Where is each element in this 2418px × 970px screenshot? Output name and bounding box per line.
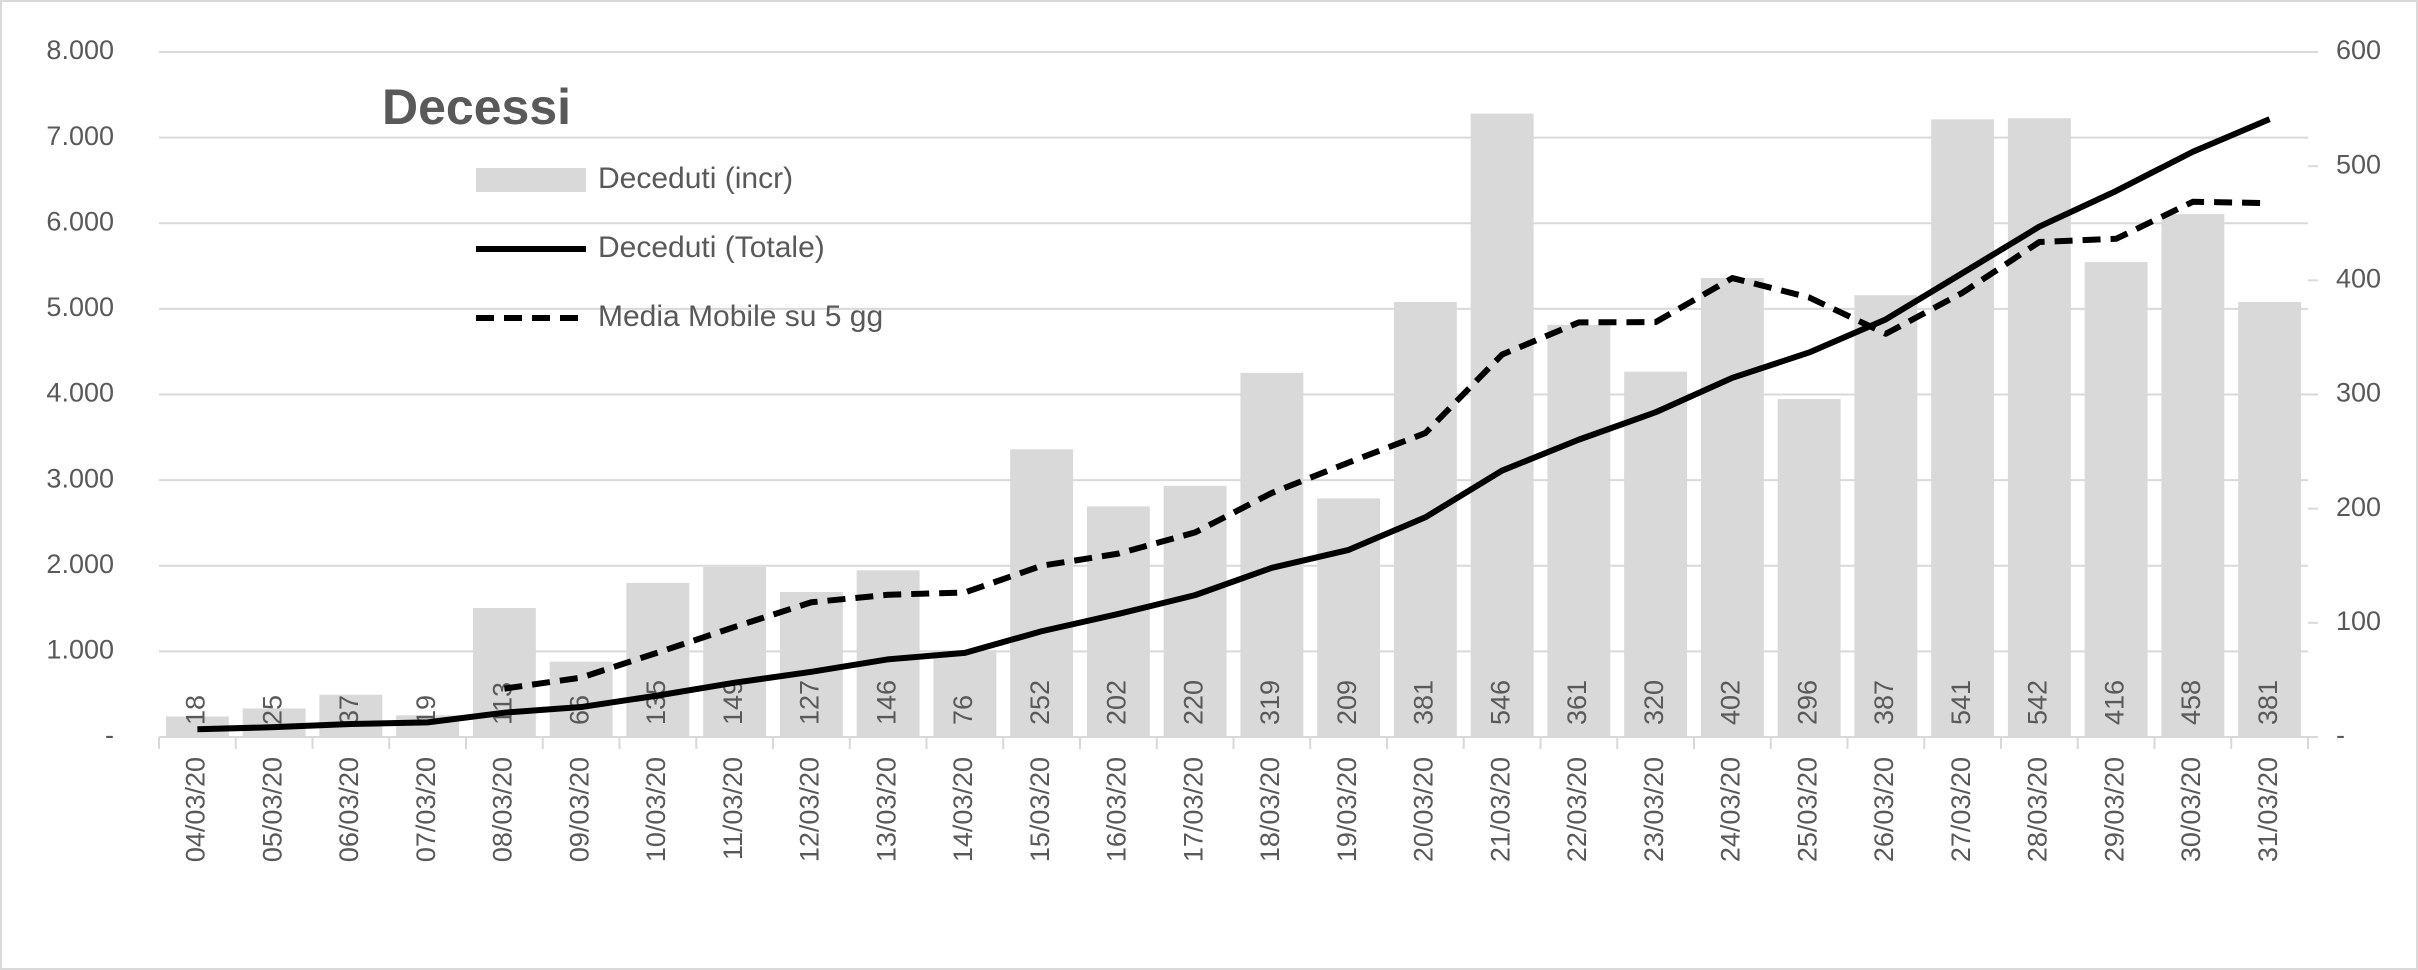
x-tick-label: 07/03/20 bbox=[411, 757, 441, 862]
y2-tick-label: 600 bbox=[2336, 35, 2381, 65]
x-tick-label: 27/03/20 bbox=[1946, 757, 1976, 862]
legend-label: Deceduti (incr) bbox=[598, 162, 793, 195]
bar bbox=[1163, 485, 1227, 737]
bar bbox=[703, 566, 767, 737]
data-label: 542 bbox=[2023, 680, 2053, 725]
y-tick-label: 6.000 bbox=[46, 206, 114, 236]
x-tick-label: 22/03/20 bbox=[1562, 757, 1592, 862]
x-tick-label: 21/03/20 bbox=[1485, 757, 1515, 862]
y2-tick-label: 200 bbox=[2336, 492, 2381, 522]
data-label: 546 bbox=[1485, 680, 1515, 725]
bar bbox=[242, 708, 306, 737]
data-label: 25 bbox=[257, 695, 287, 725]
legend-label: Media Mobile su 5 gg bbox=[598, 300, 883, 333]
data-label: 18 bbox=[181, 695, 211, 725]
y-tick-label: 8.000 bbox=[46, 35, 114, 65]
x-tick-label: 23/03/20 bbox=[1639, 757, 1669, 862]
y-tick-label: 4.000 bbox=[46, 378, 114, 408]
x-tick-label: 09/03/20 bbox=[564, 757, 594, 862]
data-label: 127 bbox=[795, 680, 825, 725]
bar bbox=[1624, 371, 1688, 737]
x-tick-label: 18/03/20 bbox=[1255, 757, 1285, 862]
data-label: 416 bbox=[2099, 680, 2129, 725]
bar bbox=[1777, 399, 1841, 737]
bar bbox=[626, 582, 690, 737]
bar bbox=[779, 592, 843, 737]
x-tick-label: 13/03/20 bbox=[871, 757, 901, 862]
y2-tick-label: 100 bbox=[2336, 606, 2381, 636]
data-label: 135 bbox=[641, 680, 671, 725]
data-label: 146 bbox=[871, 680, 901, 725]
data-label: 541 bbox=[1946, 680, 1976, 725]
data-label: 381 bbox=[2253, 680, 2283, 725]
bar bbox=[1010, 449, 1074, 737]
data-label: 458 bbox=[2176, 680, 2206, 725]
data-label: 381 bbox=[1409, 680, 1439, 725]
x-tick-label: 16/03/20 bbox=[1102, 757, 1132, 862]
data-label: 296 bbox=[1792, 680, 1822, 725]
data-label: 76 bbox=[948, 695, 978, 725]
x-tick-label: 20/03/20 bbox=[1409, 757, 1439, 862]
x-tick-label: 26/03/20 bbox=[1869, 757, 1899, 862]
data-label: 361 bbox=[1562, 680, 1592, 725]
data-label: 320 bbox=[1639, 680, 1669, 725]
data-label: 402 bbox=[1716, 680, 1746, 725]
x-tick-label: 17/03/20 bbox=[1178, 757, 1208, 862]
y2-tick-label: 500 bbox=[2336, 149, 2381, 179]
y-tick-label: 7.000 bbox=[46, 121, 114, 151]
x-tick-label: 12/03/20 bbox=[795, 757, 825, 862]
x-tick-label: 31/03/20 bbox=[2253, 757, 2283, 862]
x-tick-label: 29/03/20 bbox=[2099, 757, 2129, 862]
y-tick-label: 2.000 bbox=[46, 549, 114, 579]
data-label: 220 bbox=[1178, 680, 1208, 725]
y2-tick-label: - bbox=[2336, 720, 2345, 750]
bar bbox=[1700, 278, 1764, 737]
data-label: 202 bbox=[1102, 680, 1132, 725]
bar bbox=[933, 650, 997, 737]
x-tick-label: 06/03/20 bbox=[334, 757, 364, 862]
line bbox=[197, 116, 2271, 733]
y2-tick-label: 300 bbox=[2336, 378, 2381, 408]
x-tick-label: 30/03/20 bbox=[2176, 757, 2206, 862]
x-tick-label: 28/03/20 bbox=[2023, 757, 2053, 862]
x-tick-label: 11/03/20 bbox=[718, 757, 748, 860]
bar bbox=[2161, 214, 2225, 737]
y2-tick-label: 400 bbox=[2336, 263, 2381, 293]
x-tick-label: 04/03/20 bbox=[181, 757, 211, 862]
data-label: 252 bbox=[1025, 680, 1055, 725]
bar bbox=[1931, 119, 1995, 737]
x-tick-label: 14/03/20 bbox=[948, 757, 978, 862]
bar bbox=[1854, 295, 1918, 737]
x-tick-label: 10/03/20 bbox=[641, 757, 671, 862]
chart-title: Decessi bbox=[382, 79, 571, 135]
bar bbox=[2007, 118, 2071, 737]
legend-label: Deceduti (Totale) bbox=[598, 231, 825, 264]
x-tick-label: 24/03/20 bbox=[1716, 757, 1746, 862]
bar bbox=[2084, 262, 2148, 737]
y-tick-label: 5.000 bbox=[46, 292, 114, 322]
x-tick-label: 15/03/20 bbox=[1025, 757, 1055, 862]
x-tick-label: 05/03/20 bbox=[257, 757, 287, 862]
y-tick-label: 3.000 bbox=[46, 463, 114, 493]
bar bbox=[1547, 324, 1611, 737]
x-tick-label: 25/03/20 bbox=[1792, 757, 1822, 862]
x-tick-label: 19/03/20 bbox=[1332, 757, 1362, 862]
bar bbox=[1470, 113, 1534, 737]
data-label: 387 bbox=[1869, 680, 1899, 725]
data-label: 319 bbox=[1255, 680, 1285, 725]
bar bbox=[1240, 372, 1304, 737]
x-tick-label: 08/03/20 bbox=[488, 757, 518, 862]
data-label: 37 bbox=[334, 695, 364, 725]
bar bbox=[2238, 302, 2302, 737]
y-tick-label: - bbox=[105, 720, 114, 750]
legend-swatch bbox=[476, 168, 586, 192]
data-label: 209 bbox=[1332, 680, 1362, 725]
bar bbox=[319, 694, 383, 737]
y-tick-label: 1.000 bbox=[46, 635, 114, 665]
bar bbox=[549, 661, 613, 737]
